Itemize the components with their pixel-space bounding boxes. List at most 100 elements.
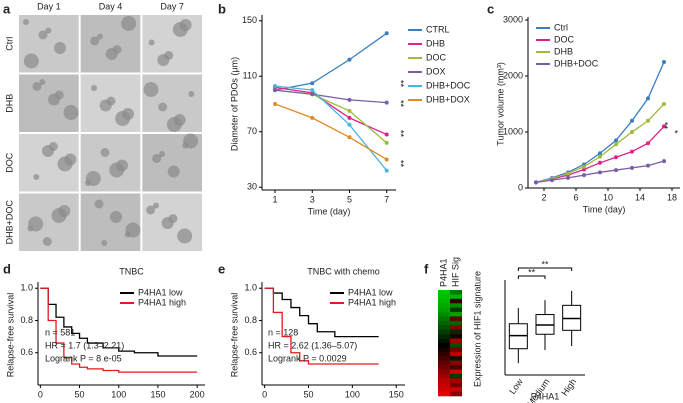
- micrograph: [80, 193, 141, 251]
- heatmap-cell: [450, 316, 462, 322]
- point: [662, 60, 666, 64]
- organoid: [39, 79, 46, 85]
- x-tick-label: 18: [667, 192, 677, 202]
- y-tick-label: 0.8: [20, 315, 33, 325]
- legend-label: DOX: [426, 66, 446, 76]
- stat-text: n = 581: [45, 327, 75, 337]
- point: [646, 96, 650, 101]
- heatmap-cell: [450, 294, 462, 300]
- point: [550, 178, 554, 183]
- organoid: [122, 108, 134, 120]
- point: [630, 149, 634, 154]
- y-tick-label: 0: [518, 182, 523, 192]
- panel-letter: f: [424, 261, 429, 276]
- organoid: [179, 19, 192, 31]
- legend-label: DOC: [554, 34, 575, 44]
- organoid: [94, 199, 104, 209]
- heatmap-cell: [450, 360, 462, 366]
- organoid: [23, 53, 39, 69]
- point: [384, 132, 389, 137]
- organoid: [168, 214, 178, 223]
- point: [566, 171, 570, 176]
- organoid: [158, 102, 168, 112]
- legend-label: DHB: [554, 46, 573, 56]
- point: [630, 165, 634, 170]
- row-label: DHB+DOC: [4, 200, 14, 245]
- heatmap-cell: [450, 378, 462, 384]
- organoid: [101, 240, 108, 246]
- panel-letter: c: [487, 1, 494, 16]
- series-line: [274, 103, 388, 161]
- organoid: [167, 165, 180, 178]
- point: [582, 167, 586, 172]
- point: [273, 102, 278, 106]
- heatmap-cell: [450, 373, 462, 379]
- heatmap-cell: [450, 338, 462, 344]
- organoid: [32, 82, 42, 91]
- heatmap-cell: [450, 356, 462, 361]
- chart-title: TNBC: [119, 266, 144, 276]
- point: [310, 88, 315, 93]
- legend-label: CTRL: [426, 24, 450, 34]
- x-tick-label: 150: [150, 389, 165, 399]
- survival-curve: [40, 287, 198, 357]
- panel-letter: e: [218, 261, 225, 276]
- point: [273, 83, 278, 88]
- organoid: [146, 205, 156, 215]
- significance: **: [660, 122, 670, 130]
- y-tick-label: 1000: [503, 126, 523, 136]
- organoid: [48, 142, 58, 151]
- point: [630, 118, 634, 123]
- point: [598, 154, 602, 159]
- y-tick-label: 3000: [503, 14, 523, 24]
- bracket: [517, 267, 573, 271]
- point: [646, 118, 650, 123]
- row-label: DOC: [4, 152, 14, 173]
- heatmap-cell: [450, 334, 462, 339]
- x-tick-label: 150: [389, 389, 404, 399]
- significance: *: [670, 130, 680, 134]
- organoid: [188, 91, 195, 97]
- legend-label: Ctrl: [554, 22, 568, 32]
- organoid: [143, 82, 159, 97]
- chart-title: TNBC with chemo: [307, 266, 380, 276]
- point: [310, 115, 315, 120]
- heatmap-cell: [450, 387, 462, 392]
- heatmap-cell: [438, 312, 450, 317]
- panel-letter: d: [3, 261, 11, 276]
- y-tick-label: 1.0: [20, 283, 33, 293]
- organoid: [164, 51, 174, 60]
- x-tick-label: 100: [345, 389, 360, 399]
- legend-label: P4HA1 low: [138, 287, 183, 297]
- point: [662, 159, 666, 164]
- organoid: [159, 151, 165, 157]
- organoid: [183, 133, 199, 149]
- point: [273, 88, 278, 93]
- point: [646, 141, 650, 146]
- heatmap-cell: [438, 373, 450, 379]
- organoid: [116, 159, 128, 172]
- x-tick-label: 10: [603, 192, 613, 202]
- heatmap-column-label: HIF Sig: [450, 257, 460, 287]
- organoid: [148, 39, 155, 46]
- point: [347, 115, 352, 120]
- heatmap-cell: [450, 391, 462, 397]
- y-tick-label: 2000: [503, 70, 523, 80]
- organoid: [173, 114, 186, 126]
- point: [347, 122, 352, 127]
- panel-letter: b: [218, 1, 226, 16]
- organoid: [91, 85, 97, 91]
- point: [310, 81, 315, 86]
- heatmap-cell: [438, 369, 450, 375]
- point: [598, 170, 602, 175]
- x-axis-label: Time (day): [583, 204, 626, 214]
- x-tick-label: High: [559, 377, 578, 398]
- heatmap-cell: [450, 343, 462, 348]
- heatmap-cell: [450, 382, 462, 388]
- heatmap-cell: [438, 338, 450, 344]
- x-tick-label: 200: [190, 389, 205, 399]
- row-label: DHB: [4, 94, 14, 113]
- series-line: [274, 89, 387, 104]
- heatmap-cell: [450, 320, 462, 326]
- heatmap-cell: [450, 365, 462, 370]
